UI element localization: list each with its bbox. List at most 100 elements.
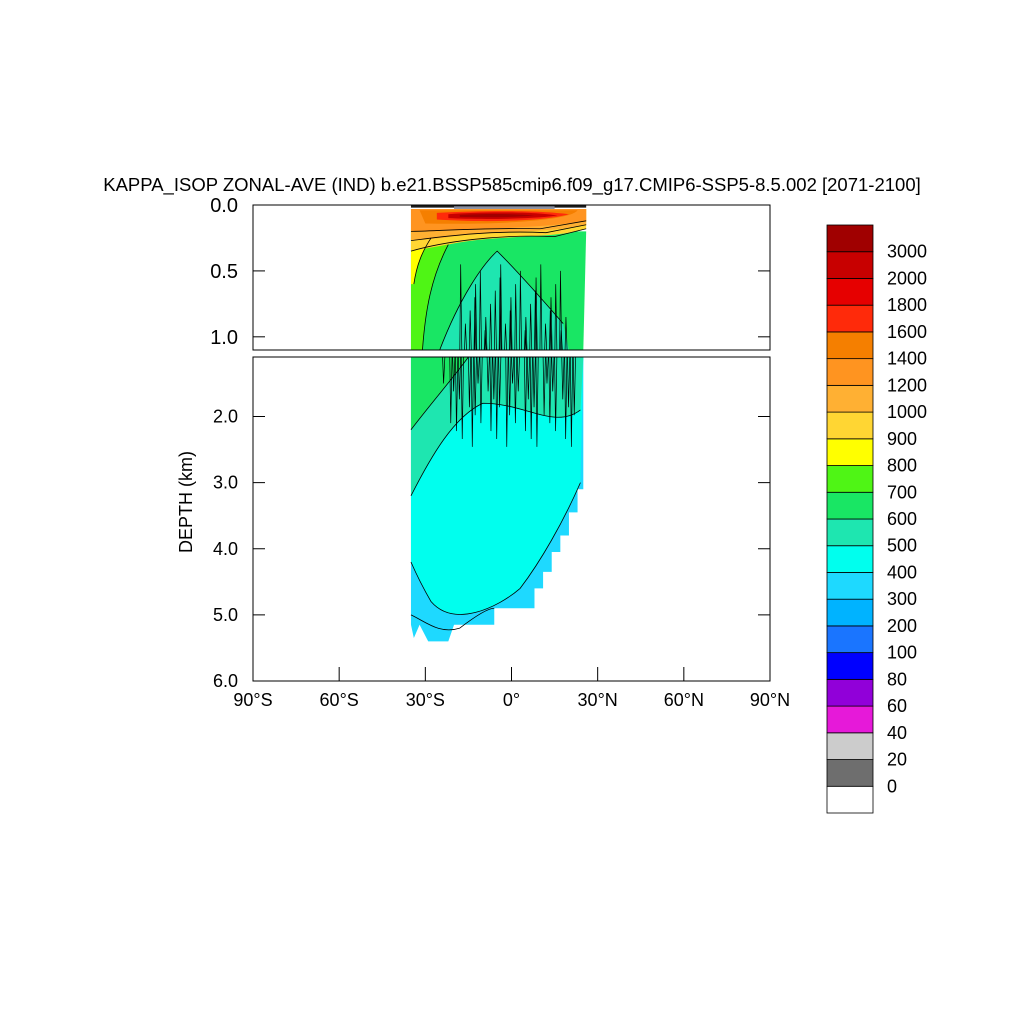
contour-line: [523, 330, 527, 350]
contour-line: [410, 357, 469, 430]
contour-line: [504, 323, 507, 350]
contour-line: [564, 317, 568, 350]
y-tick-label: 0.5: [210, 261, 238, 283]
colorbar-swatch: [826, 518, 874, 547]
colorbar-swatch: [826, 411, 874, 440]
x-tick-label: 30°N: [578, 690, 618, 710]
contour-line: [554, 284, 558, 350]
contour-line: [551, 357, 555, 392]
colorbar-label: 60: [887, 696, 907, 716]
colorbar-swatch: [826, 785, 874, 814]
colorbar-label: 1400: [887, 349, 927, 369]
colorbar-swatch: [826, 465, 874, 493]
contour-line: [468, 310, 472, 350]
contour-line: [483, 330, 487, 350]
x-tick-label: 90°N: [750, 690, 790, 710]
colorbar-swatch: [826, 224, 874, 253]
colorbar-label: 1200: [887, 375, 927, 395]
contour-line: [509, 297, 513, 350]
contour-line: [479, 357, 483, 424]
colorbar-label: 1800: [887, 295, 927, 315]
y-tick-label: 2.0: [213, 407, 238, 427]
contour-line: [410, 607, 495, 631]
contour-line: [544, 323, 548, 350]
colorbar-label: 900: [887, 429, 917, 449]
contour-line: [514, 284, 518, 350]
colorbar-label: 1600: [887, 322, 927, 342]
contour-line: [526, 357, 530, 400]
contour-line: [474, 284, 478, 350]
colorbar-label: 80: [887, 669, 907, 689]
contour-line: [489, 303, 493, 350]
contour-line: [422, 244, 449, 350]
contour-line: [529, 303, 533, 350]
contour-line: [572, 357, 576, 416]
colorbar-label: 20: [887, 750, 907, 770]
contour-line: [524, 357, 528, 432]
colorbar-label: 1000: [887, 402, 927, 422]
colorbar-swatch: [826, 759, 874, 787]
y-axis-label: DEPTH (km): [176, 451, 196, 553]
contour-line: [486, 357, 490, 392]
contour-line: [413, 237, 432, 285]
contour-line: [489, 357, 493, 432]
contour-line: [410, 220, 587, 232]
x-tick-label: 60°S: [320, 690, 359, 710]
colorbar-label: 2000: [887, 268, 927, 288]
contour-line: [473, 357, 477, 416]
colorbar-label: 300: [887, 589, 917, 609]
contour-line: [516, 357, 520, 392]
contour-line: [410, 402, 581, 497]
contour-line: [561, 357, 565, 400]
colorbar-swatch: [826, 491, 874, 520]
colorbar: 0 20 40 60 80 100 200 300 400 500 600 700 800 900 1000…: [826, 224, 927, 814]
contour-line: [529, 357, 533, 439]
contour-line: [479, 270, 482, 350]
colorbar-label: 800: [887, 456, 917, 476]
contour-line: [505, 357, 509, 447]
lower-panel: [252, 356, 771, 682]
contour-line: [470, 357, 474, 447]
colorbar-swatch: [826, 384, 874, 413]
contour-line: [532, 357, 536, 408]
colorbar-swatch: [826, 652, 874, 680]
contour-line: [494, 290, 497, 350]
contour-line: [559, 330, 563, 350]
colorbar-swatch: [826, 678, 874, 707]
contour-line: [534, 290, 537, 350]
y-tick-label: 1.0: [210, 327, 238, 349]
contour-line: [570, 357, 574, 447]
colorbar-label: 200: [887, 616, 917, 636]
contour-line: [534, 277, 538, 350]
contour-line: [548, 357, 552, 424]
x-tick-label: 30°S: [406, 690, 445, 710]
colorbar-swatch: [826, 358, 874, 386]
y-tick-label: 4.0: [213, 539, 238, 559]
upper-panel-frame: [252, 204, 771, 351]
contour-line: [473, 297, 477, 350]
contour-line: [549, 297, 553, 350]
upper-panel: [252, 204, 771, 351]
contour-line: [410, 482, 581, 615]
contour-line: [524, 317, 528, 350]
colorbar-label: 0: [887, 776, 897, 796]
contour-line: [459, 264, 463, 350]
contour-line: [545, 357, 549, 384]
contour-line: [484, 317, 488, 350]
contour-line: [549, 310, 552, 350]
contour-line: [464, 323, 467, 350]
contour-line: [468, 357, 472, 408]
y-tick-label: 6.0: [213, 671, 238, 691]
contour-line: [511, 357, 515, 384]
colorbar-label: 400: [887, 562, 917, 582]
colorbar-label: 100: [887, 643, 917, 663]
x-tick-label: 90°S: [233, 690, 272, 710]
contour-line: [564, 357, 568, 439]
contour-line: [410, 228, 587, 252]
colorbar-swatch: [826, 545, 874, 573]
contour-line: [458, 357, 462, 400]
contour-line: [559, 270, 562, 350]
y-tick-label: 0.0: [210, 195, 238, 217]
colorbar-swatch: [826, 438, 874, 466]
